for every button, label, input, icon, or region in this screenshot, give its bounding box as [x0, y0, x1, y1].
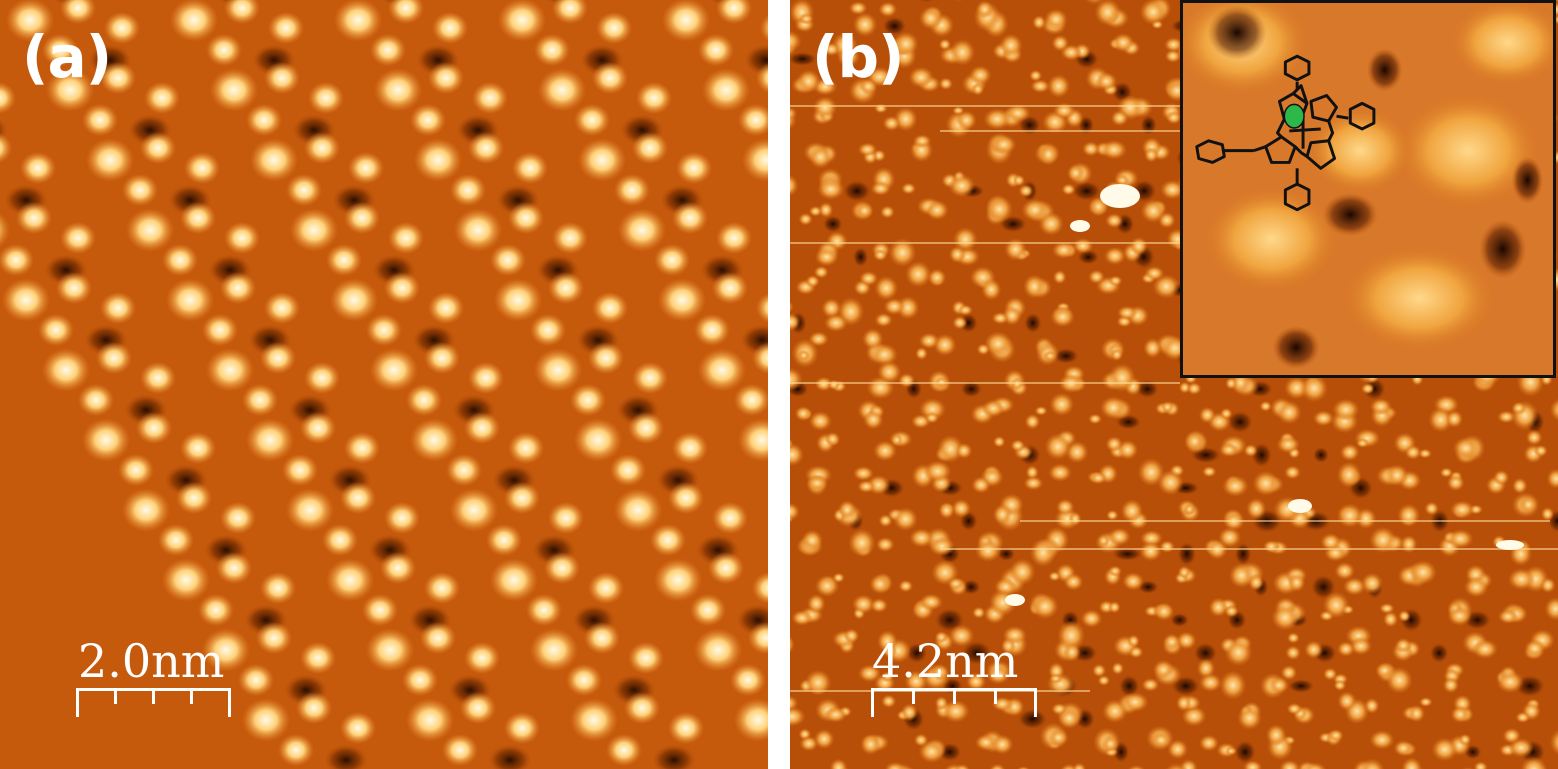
molecule-structure-overlay	[1195, 54, 1376, 212]
stm-image-panel-b: (b) 4.2nm	[790, 0, 1558, 769]
stm-image-a	[0, 0, 768, 769]
inset-stm-image	[1183, 3, 1553, 375]
scale-bar-label-a: 2.0nm	[78, 634, 225, 688]
stm-image-panel-a: (a) 2.0nm	[0, 0, 768, 769]
scale-bar-label-b: 4.2nm	[872, 634, 1019, 688]
panel-label-b: (b)	[812, 23, 905, 91]
scale-bar-a	[76, 688, 231, 717]
panel-label-a: (a)	[22, 23, 112, 91]
zoomed-inset	[1180, 0, 1556, 378]
scale-bar-b	[871, 688, 1037, 717]
metal-center-highlight	[1283, 103, 1305, 129]
